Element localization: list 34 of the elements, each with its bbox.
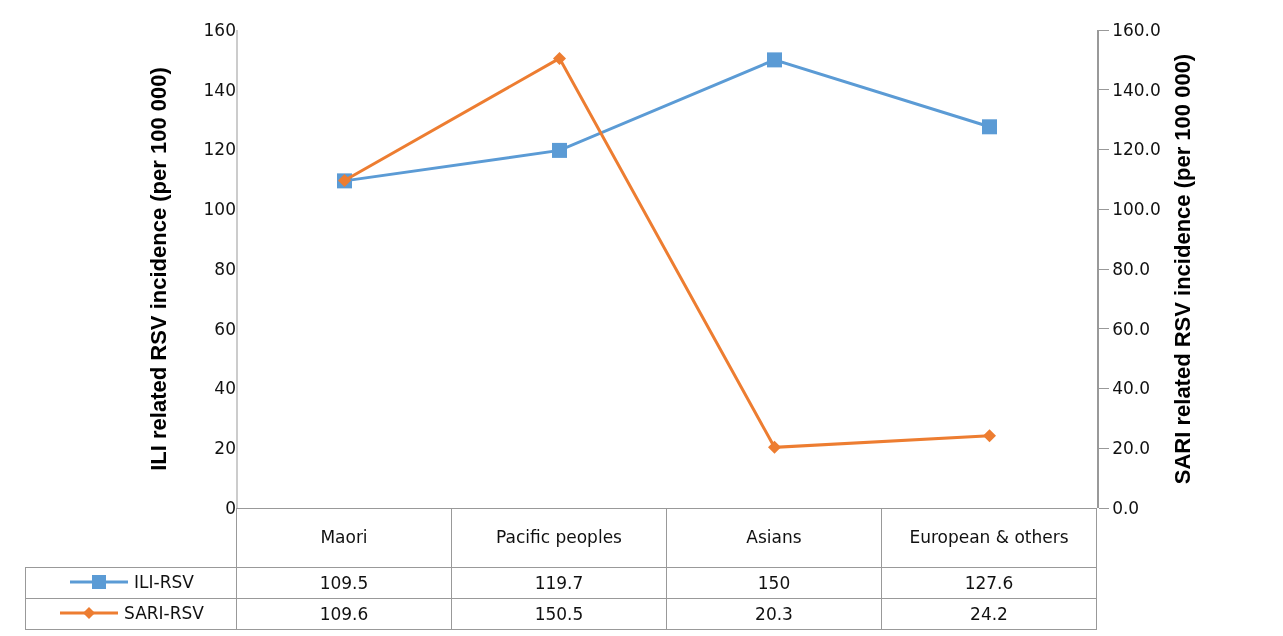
- y2-tick-label: 120.0: [1112, 139, 1161, 160]
- data-label: 150.5: [451, 598, 667, 630]
- data-label: 127.6: [881, 567, 1097, 599]
- legend-label: SARI-RSV: [124, 603, 204, 623]
- y-tick-label: 80: [214, 258, 236, 279]
- y2-tick-label: 40.0: [1112, 378, 1151, 399]
- y2-tick-label: 100.0: [1112, 199, 1161, 220]
- data-label: 24.2: [881, 598, 1097, 630]
- y2-axis-title: SARI related RSV incidence (per 100 000): [1170, 53, 1196, 485]
- y2-tick-label: 80.0: [1112, 258, 1151, 279]
- y2-tick-label: 20.0: [1112, 438, 1151, 459]
- y-tick-label: 100: [203, 199, 236, 220]
- y-tick-label: 0: [225, 497, 236, 518]
- y-tick-label: 40: [214, 378, 236, 399]
- x-tick-label: Pacific peoples: [451, 508, 667, 568]
- data-label: 119.7: [451, 567, 667, 599]
- data-label: 150: [666, 567, 882, 599]
- y2-tick-label: 60.0: [1112, 318, 1151, 339]
- y-tick-label: 140: [203, 79, 236, 100]
- data-label: 20.3: [666, 598, 882, 630]
- y2-tick-label: 160.0: [1112, 19, 1161, 40]
- y-tick-label: 20: [214, 438, 236, 459]
- y-tick-label: 60: [214, 318, 236, 339]
- x-tick-label: Maori: [236, 508, 452, 568]
- y2-tick-label: 140.0: [1112, 79, 1161, 100]
- y2-tick-label: 0.0: [1112, 497, 1140, 518]
- legend-label: ILI-RSV: [134, 572, 194, 592]
- y-tick-label: 160: [203, 19, 236, 40]
- y-axis-title: ILI related RSV incidence (per 100 000): [146, 67, 172, 471]
- data-label: 109.6: [236, 598, 452, 630]
- x-tick-label: Asians: [666, 508, 882, 568]
- data-label: 109.5: [236, 567, 452, 599]
- y-tick-label: 120: [203, 139, 236, 160]
- x-tick-label: European & others: [881, 508, 1097, 568]
